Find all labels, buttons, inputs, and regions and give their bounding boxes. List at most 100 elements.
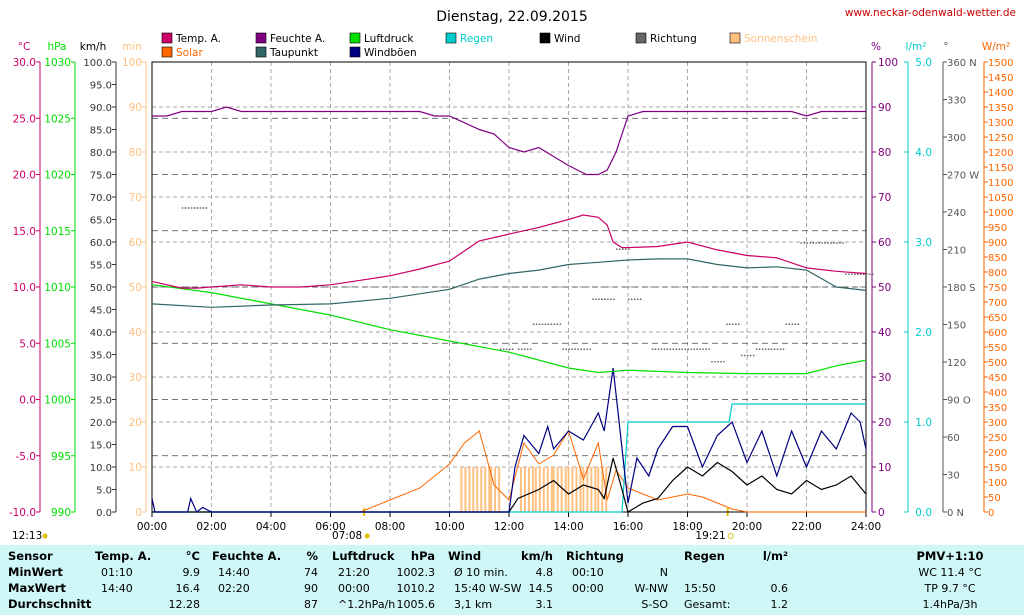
legend-swatch [161,46,173,58]
pressure-line [151,284,867,375]
sun-icon [42,533,48,539]
rain-axis-label: 5.0 [915,57,932,69]
direction-dot [544,323,547,325]
direction-dot [806,242,808,244]
hpa-axis-label: 1030 [44,57,71,69]
direction-dot [854,273,856,275]
wind-line [152,457,867,513]
solar-axis-label: 900 [988,238,1007,249]
summary-wind-time: 15:40 W-SW [454,582,522,595]
direction-dot [654,348,657,350]
direction-dot [538,323,541,325]
direction-dot [187,207,190,209]
summary-header-luftdruck: Luftdruck [332,549,395,563]
hpa-axis-label: 1020 [44,170,71,182]
direction-dot [607,298,609,300]
direction-dot [714,361,716,363]
legend-label: Feuchte A. [270,33,325,45]
direction-dot [776,348,779,350]
direction-dot [547,323,550,325]
direction-dot [636,298,639,300]
summary-header-regen-unit: l/m² [762,549,788,563]
summary-feuchte-value: 90 [304,582,318,595]
sunset-time: 19:21 [695,530,725,542]
direction-dot [681,348,683,350]
kmh-axis-label: 75.0 [90,171,112,182]
sunrise-time: 07:08 [332,530,362,542]
solar-axis-label: 800 [988,268,1007,279]
legend-swatch [445,32,457,44]
pct-axis-label: 90 [878,102,891,114]
solar-axis-label: 150 [988,463,1007,474]
min-axis-label: 40 [129,327,142,339]
time-label: 10:00 [434,521,464,533]
summary-druck-value: 1005.6 [396,598,436,611]
time-label: 16:00 [613,521,643,533]
solar-line [152,429,866,513]
solar-axis-label: 1050 [988,193,1013,204]
direction-dot [500,348,502,350]
summary-temp-value: 9.9 [182,566,201,579]
direction-dot [750,354,752,357]
direction-dot [622,248,624,250]
kmh-axis-label: 70.0 [90,193,112,204]
summary-druck-time: ^1.2hPa/h [338,598,396,611]
direction-dot [613,298,615,300]
site-url: www.neckar-odenwald-wetter.de [845,7,1016,19]
direction-dot [583,348,585,350]
summary-druck-time: 21:20 [338,566,370,579]
chart-legend: Temp. A. Solar Feuchte A. Taupunkt Luftdruck… [161,32,817,59]
dir-axis-label: 210 [947,246,966,257]
direction-dot [845,273,847,275]
pct-axis-label: 40 [878,327,891,339]
kmh-axis-label: 10.0 [90,463,112,474]
direction-dot [693,348,695,350]
direction-dot [520,348,523,350]
summary-table: Sensor Temp. A. °C Feuchte A.% Luftdruck hPa W… [0,545,1024,615]
direction-dot [857,273,859,275]
direction-dot [512,348,514,350]
direction-dot [592,298,594,300]
legend-label: Windböen [364,47,417,59]
dir-axis-label: 150 [947,321,966,332]
direction-dot [675,348,678,350]
solar-axis-label: 1000 [988,208,1013,219]
summary-richtung-time: 00:00 [572,582,604,595]
time-label: 04:00 [256,521,286,533]
temp-axis-label: 0.0 [19,395,36,407]
direction-dot [863,273,865,275]
summary-row-label: Durchschnitt [8,597,92,611]
summary-row-label: MinWert [8,565,63,579]
legend-swatch [729,32,741,44]
direction-dot [601,298,603,300]
dir-axis-label: 270 W [947,171,979,182]
direction-dot [815,242,817,244]
direction-dot [619,248,621,250]
temp-axis-label: 10.0 [13,282,36,294]
direction-dot [723,361,725,363]
solar-axis-label: 950 [988,223,1007,234]
solar-axis-label: 1250 [988,133,1013,144]
pct-axis-label: 20 [878,417,891,429]
hpa-axis-label: 1015 [44,226,71,238]
sun-icon [364,533,370,539]
rain-axis-label: 1.0 [915,417,932,429]
time-label: 12:00 [494,521,524,533]
kmh-axis-label: 40.0 [90,328,112,339]
direction-dot [702,348,704,350]
direction-dot [827,242,829,244]
summary-temp-time: 01:10 [101,566,133,579]
summary-wind-value: 14.5 [528,582,554,595]
kmh-axis-label: 50.0 [90,283,112,294]
direction-dot [824,242,826,244]
summary-header-feuchte-unit: % [306,549,318,563]
solar-axis-label: 850 [988,253,1007,264]
summary-header-temp: Temp. A. [95,549,152,563]
pct-axis-label: 70 [878,192,891,204]
direction-dot [633,298,636,300]
direction-dot [821,242,823,244]
legend-swatch [255,46,267,58]
legend-label: Luftdruck [364,33,414,45]
direction-dot [550,323,553,325]
direction-dot [851,273,853,275]
